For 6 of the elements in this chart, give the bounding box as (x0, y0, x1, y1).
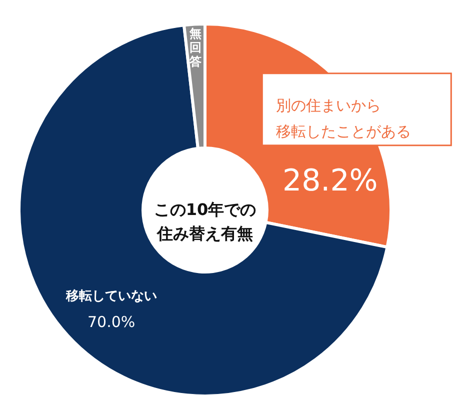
data-label: 28.2% (282, 163, 378, 198)
slice-label: 別の住まいから移転したことがある (276, 96, 412, 140)
slice-label: 無回答 (188, 26, 203, 68)
data-label: 70.0% (88, 312, 136, 331)
slice-label: 移転していない (64, 288, 157, 304)
text: この10年での住み替え有無 (154, 200, 256, 243)
